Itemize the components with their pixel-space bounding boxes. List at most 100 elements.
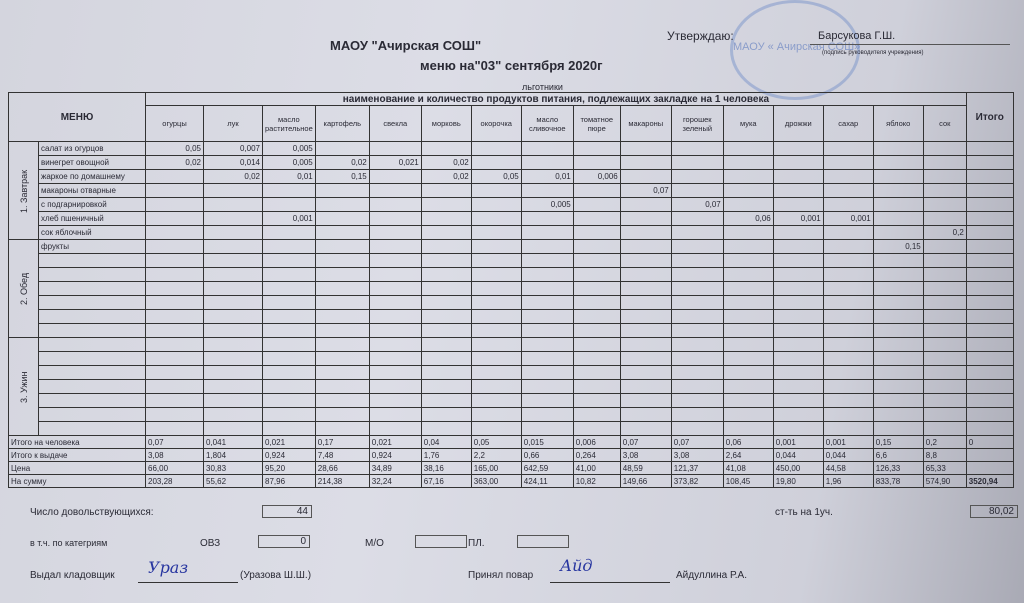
- totals-cell: 3,08: [145, 448, 204, 462]
- quantity-cell: 0,021: [368, 155, 422, 170]
- quantity-cell: [145, 295, 204, 310]
- quantity-cell: [872, 225, 924, 240]
- quantity-cell: [922, 155, 967, 170]
- quantity-cell: 0,02: [203, 169, 263, 184]
- quantity-cell: [262, 407, 316, 422]
- quantity-cell: [470, 197, 522, 212]
- issued-signature: Урaз: [148, 558, 189, 577]
- quantity-cell: 0,005: [520, 197, 574, 212]
- quantity-cell: [772, 337, 824, 352]
- quantity-cell: [520, 309, 574, 324]
- quantity-cell: [470, 295, 522, 310]
- dish-row: макароны отварные 0,07: [9, 183, 1014, 198]
- dish-row: [9, 351, 1014, 366]
- product-header: картофель: [314, 105, 370, 142]
- quantity-cell: [314, 197, 370, 212]
- totals-cell: 833,78: [872, 474, 924, 488]
- dish-name: салат из огурцов: [38, 141, 146, 156]
- quantity-cell: [470, 407, 522, 422]
- ovz-value: 0: [258, 535, 310, 548]
- totals-cell: 0,021: [262, 435, 316, 449]
- totals-cell: 0,015: [520, 435, 574, 449]
- dish-row: [9, 253, 1014, 268]
- quantity-cell: [822, 351, 874, 366]
- quantity-cell: [872, 407, 924, 422]
- quantity-cell: [619, 379, 672, 394]
- quantity-cell: [619, 337, 672, 352]
- quantity-cell: [420, 351, 472, 366]
- dish-name: [38, 351, 146, 366]
- quantity-cell: 0,006: [572, 169, 621, 184]
- quantity-cell: [772, 323, 824, 338]
- quantity-cell: [470, 421, 522, 436]
- quantity-cell: [722, 141, 774, 156]
- quantity-cell: [262, 267, 316, 282]
- totals-cell: 0,06: [722, 435, 774, 449]
- quantity-cell: 0,07: [619, 183, 672, 198]
- meal-section-label: 3. Ужин: [8, 337, 39, 436]
- quantity-cell: [470, 281, 522, 296]
- quantity-cell: [572, 155, 621, 170]
- quantity-cell: [822, 183, 874, 198]
- quantity-cell: [262, 281, 316, 296]
- quantity-cell: [145, 407, 204, 422]
- cost-value: 80,02: [970, 505, 1018, 518]
- quantity-cell: [872, 253, 924, 268]
- quantity-cell: 0,001: [772, 211, 824, 226]
- row-total-cell: [965, 337, 1014, 352]
- quantity-cell: [670, 253, 724, 268]
- totals-cell: 0,924: [262, 448, 316, 462]
- quantity-cell: [314, 351, 370, 366]
- quantity-cell: [670, 421, 724, 436]
- quantity-cell: [470, 253, 522, 268]
- quantity-cell: 0,2: [922, 225, 967, 240]
- quantity-cell: [145, 267, 204, 282]
- quantity-cell: [262, 253, 316, 268]
- quantity-cell: [722, 351, 774, 366]
- quantity-cell: [822, 365, 874, 380]
- totals-cell: 0,17: [314, 435, 370, 449]
- quantity-cell: [922, 239, 967, 254]
- quantity-cell: [572, 197, 621, 212]
- dish-row: 1. Завтрак салат из огурцов 0,05 0,007 0,005: [8, 141, 1014, 240]
- row-total-cell: [965, 197, 1014, 212]
- quantity-cell: [520, 211, 574, 226]
- quantity-cell: [772, 239, 824, 254]
- quantity-cell: [872, 309, 924, 324]
- quantity-cell: [262, 197, 316, 212]
- totals-cell: 126,33: [872, 461, 924, 475]
- quantity-cell: [470, 323, 522, 338]
- product-header: масло растительное: [262, 105, 316, 142]
- quantity-cell: [145, 281, 204, 296]
- quantity-cell: [872, 351, 924, 366]
- dish-row: [9, 267, 1014, 282]
- quantity-cell: 0,05: [470, 169, 522, 184]
- quantity-cell: [619, 141, 672, 156]
- product-header: горошек зеленый: [670, 105, 724, 142]
- quantity-cell: 0,07: [670, 197, 724, 212]
- quantity-cell: [420, 309, 472, 324]
- issued-signature-line: [138, 582, 238, 583]
- products-header: наименование и количество продуктов пита…: [145, 92, 967, 106]
- dish-row: [9, 365, 1014, 380]
- quantity-cell: [145, 211, 204, 226]
- quantity-cell: [203, 183, 263, 198]
- quantity-cell: [572, 281, 621, 296]
- quantity-cell: [262, 239, 316, 254]
- totals-row: Цена 66,00 30,83 95,20 28,66 34,89 38,16 165,00…: [8, 461, 1014, 475]
- quantity-cell: [368, 267, 422, 282]
- dish-name: [38, 393, 146, 408]
- quantity-cell: [619, 253, 672, 268]
- totals-cell: 0,041: [203, 435, 263, 449]
- dish-name: жаркое по домашнему: [38, 169, 146, 184]
- quantity-cell: [420, 225, 472, 240]
- quantity-cell: [670, 379, 724, 394]
- quantity-cell: [262, 365, 316, 380]
- issued-name: (Уразова Ш.Ш.): [240, 570, 312, 581]
- quantity-cell: [772, 155, 824, 170]
- quantity-cell: [670, 155, 724, 170]
- quantity-cell: [822, 295, 874, 310]
- quantity-cell: 0,001: [262, 211, 316, 226]
- quantity-cell: [872, 169, 924, 184]
- quantity-cell: 0,02: [145, 155, 204, 170]
